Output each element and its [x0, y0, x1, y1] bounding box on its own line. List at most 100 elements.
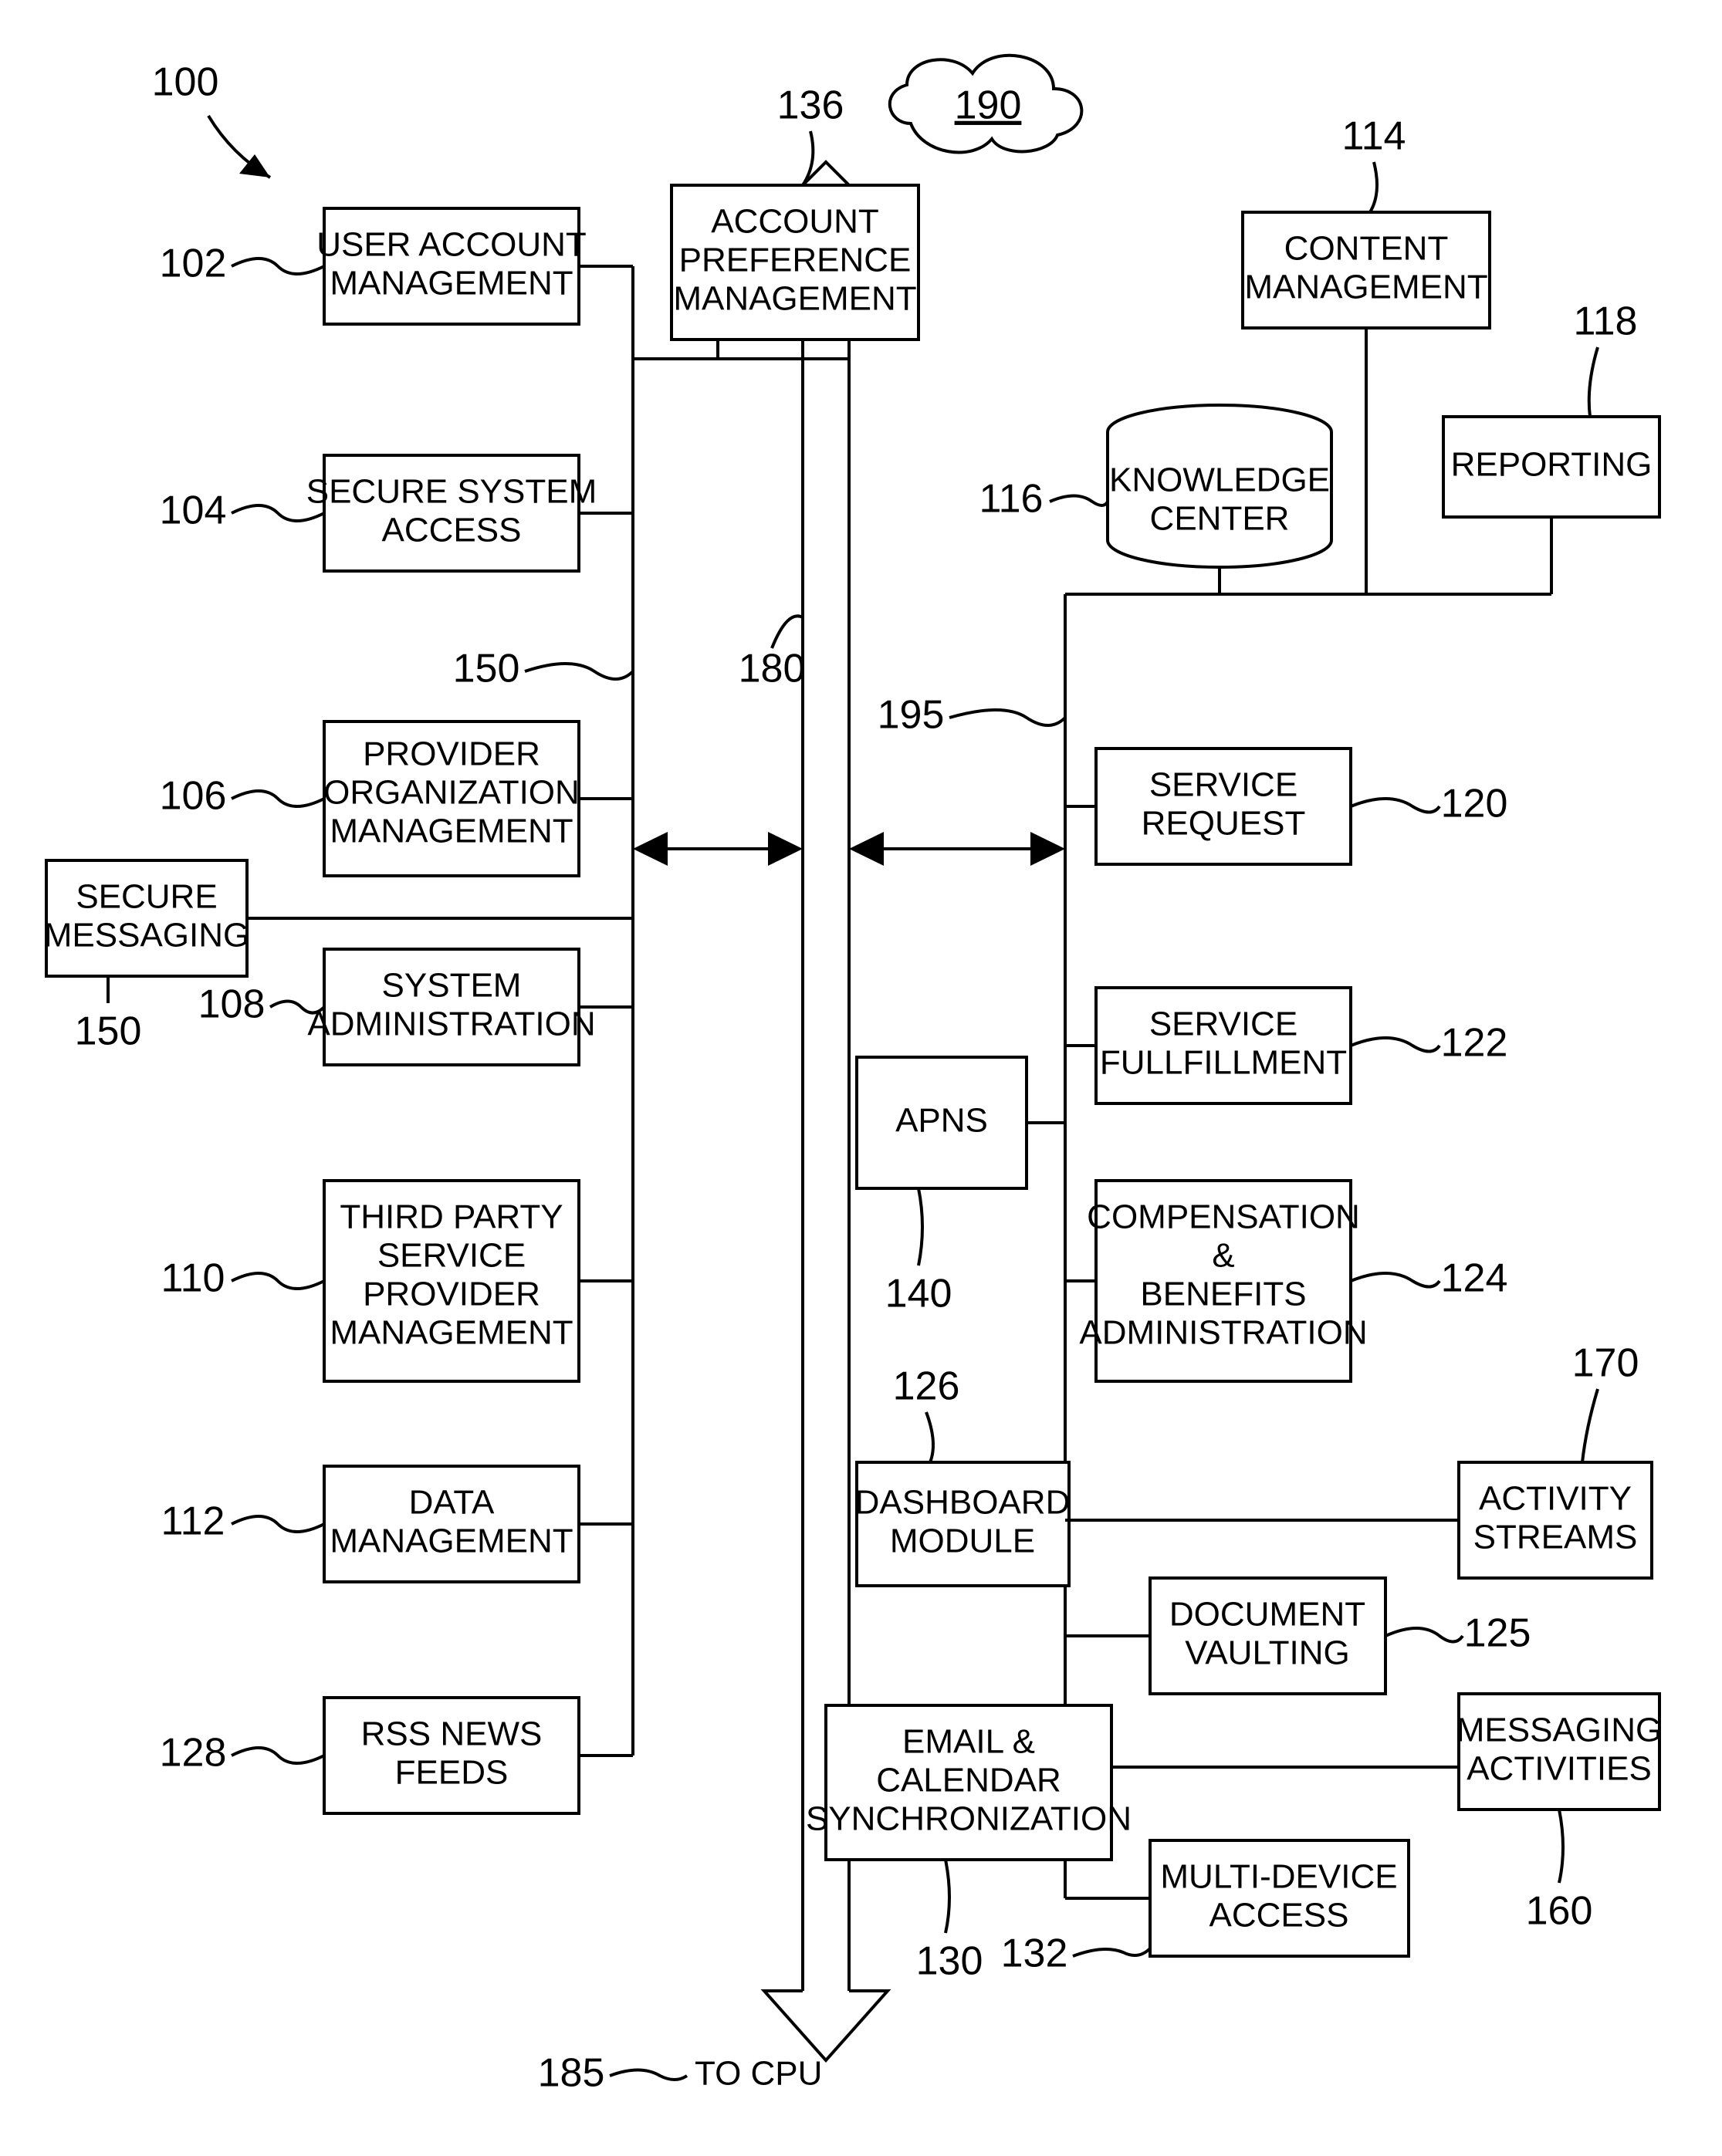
- ref-160: 160: [1526, 1889, 1593, 1934]
- svg-text:SECURE: SECURE: [76, 878, 217, 916]
- svg-text:CALENDAR: CALENDAR: [876, 1762, 1061, 1799]
- ref-130: 130: [916, 1939, 983, 1984]
- ref-136: 136: [777, 83, 844, 128]
- box-dashboard-module: DASHBOARD MODULE: [855, 1462, 1071, 1586]
- svg-text:&: &: [1212, 1237, 1234, 1275]
- ref-122: 122: [1441, 1021, 1508, 1066]
- box-reporting: REPORTING: [1443, 417, 1659, 517]
- svg-text:SERVICE: SERVICE: [377, 1237, 526, 1275]
- svg-text:MODULE: MODULE: [890, 1522, 1035, 1560]
- system-architecture-diagram: 190 USER ACCOUNT MANAGEMENT SECURE SYSTE…: [0, 0, 1722, 2156]
- svg-text:CENTER: CENTER: [1150, 500, 1290, 538]
- svg-text:MULTI-DEVICE: MULTI-DEVICE: [1160, 1858, 1397, 1896]
- svg-text:SYNCHRONIZATION: SYNCHRONIZATION: [806, 1800, 1132, 1838]
- svg-text:VAULTING: VAULTING: [1185, 1634, 1350, 1672]
- svg-text:ADMINISTRATION: ADMINISTRATION: [1079, 1314, 1367, 1352]
- svg-text:ACTIVITIES: ACTIVITIES: [1467, 1750, 1652, 1788]
- svg-text:MANAGEMENT: MANAGEMENT: [330, 265, 573, 302]
- ref-140: 140: [885, 1272, 952, 1316]
- svg-text:PROVIDER: PROVIDER: [363, 1276, 540, 1313]
- ref-170: 170: [1572, 1341, 1639, 1386]
- box-activity-streams: ACTIVITY STREAMS: [1459, 1462, 1652, 1578]
- svg-text:SECURE SYSTEM: SECURE SYSTEM: [306, 473, 597, 511]
- svg-text:EMAIL &: EMAIL &: [902, 1723, 1035, 1761]
- box-provider-organization-management: PROVIDER ORGANIZATION MANAGEMENT: [323, 721, 633, 876]
- box-data-management: DATA MANAGEMENT: [324, 1466, 633, 1582]
- ref-110: 110: [161, 1256, 225, 1301]
- ref-150a: 150: [453, 647, 520, 691]
- box-messaging-activities: MESSAGING ACTIVITIES: [1456, 1694, 1663, 1810]
- box-apns: APNS: [857, 1057, 1065, 1188]
- right-bus-connector-arrow: [849, 832, 1065, 866]
- svg-text:CONTENT: CONTENT: [1284, 230, 1449, 268]
- svg-text:DOCUMENT: DOCUMENT: [1169, 1596, 1365, 1634]
- ref-104: 104: [160, 488, 227, 533]
- ref-125: 125: [1464, 1611, 1531, 1656]
- svg-text:STREAMS: STREAMS: [1473, 1519, 1638, 1556]
- box-document-vaulting: DOCUMENT VAULTING: [1065, 1578, 1385, 1694]
- ref-100: 100: [152, 60, 219, 105]
- svg-text:ACCOUNT: ACCOUNT: [711, 203, 879, 241]
- svg-text:MANAGEMENT: MANAGEMENT: [1244, 269, 1487, 306]
- svg-text:SYSTEM: SYSTEM: [382, 967, 522, 1005]
- ref-114: 114: [1342, 114, 1406, 159]
- box-account-preference-management: ACCOUNT PREFERENCE MANAGEMENT: [672, 185, 919, 359]
- svg-text:REQUEST: REQUEST: [1142, 805, 1306, 843]
- svg-text:ACTIVITY: ACTIVITY: [1479, 1480, 1632, 1518]
- ref-108: 108: [198, 982, 266, 1027]
- ref-190: 190: [955, 83, 1022, 128]
- svg-text:RSS NEWS: RSS NEWS: [361, 1715, 543, 1753]
- left-bus-connector-arrow: [633, 832, 803, 866]
- svg-text:SERVICE: SERVICE: [1149, 766, 1297, 804]
- ref-132: 132: [1001, 1931, 1068, 1976]
- box-content-management: CONTENT MANAGEMENT: [1243, 212, 1490, 328]
- svg-text:MESSAGING: MESSAGING: [1456, 1712, 1663, 1749]
- svg-text:MANAGEMENT: MANAGEMENT: [330, 813, 573, 850]
- box-service-fulfillment: SERVICE FULLFILLMENT: [1065, 988, 1351, 1103]
- svg-text:PREFERENCE: PREFERENCE: [679, 242, 912, 279]
- svg-text:APNS: APNS: [895, 1102, 988, 1140]
- box-email-calendar-synchronization: EMAIL & CALENDAR SYNCHRONIZATION: [806, 1705, 1132, 1860]
- ref-195: 195: [878, 693, 945, 738]
- svg-text:FULLFILLMENT: FULLFILLMENT: [1100, 1044, 1347, 1082]
- svg-text:DATA: DATA: [409, 1484, 495, 1522]
- svg-text:MANAGEMENT: MANAGEMENT: [673, 280, 916, 318]
- svg-text:DASHBOARD: DASHBOARD: [855, 1484, 1071, 1522]
- ref-185: 185: [538, 2051, 605, 2096]
- box-compensation-benefits-administration: COMPENSATION & BENEFITS ADMINISTRATION: [1065, 1181, 1368, 1381]
- svg-text:ACCESS: ACCESS: [382, 512, 522, 549]
- svg-text:FEEDS: FEEDS: [395, 1754, 509, 1792]
- ref-120: 120: [1441, 782, 1508, 826]
- box-system-administration: SYSTEM ADMINISTRATION: [307, 949, 633, 1065]
- svg-text:MANAGEMENT: MANAGEMENT: [330, 1314, 573, 1352]
- ref-124: 124: [1441, 1256, 1508, 1301]
- cylinder-knowledge-center: KNOWLEDGE CENTER: [1108, 405, 1331, 567]
- svg-text:THIRD PARTY: THIRD PARTY: [340, 1198, 563, 1236]
- svg-text:ORGANIZATION: ORGANIZATION: [323, 774, 580, 812]
- ref-150b: 150: [75, 1009, 142, 1054]
- svg-text:PROVIDER: PROVIDER: [363, 735, 540, 773]
- ref-126: 126: [893, 1364, 960, 1409]
- svg-text:ACCESS: ACCESS: [1209, 1897, 1349, 1935]
- box-secure-system-access: SECURE SYSTEM ACCESS: [306, 455, 633, 571]
- svg-text:BENEFITS: BENEFITS: [1140, 1276, 1306, 1313]
- box-rss-news-feeds: RSS NEWS FEEDS: [324, 1698, 633, 1813]
- label-to-cpu: TO CPU: [695, 2055, 822, 2093]
- ref-180: 180: [739, 647, 806, 691]
- svg-text:USER ACCOUNT: USER ACCOUNT: [316, 226, 587, 264]
- box-user-account-management: USER ACCOUNT MANAGEMENT: [316, 208, 633, 324]
- box-service-request: SERVICE REQUEST: [1065, 749, 1351, 864]
- svg-text:REPORTING: REPORTING: [1451, 446, 1653, 484]
- ref-102: 102: [160, 242, 227, 286]
- main-bus-bottom-arrowhead: [764, 1991, 888, 2060]
- svg-text:ADMINISTRATION: ADMINISTRATION: [307, 1005, 595, 1043]
- svg-text:MANAGEMENT: MANAGEMENT: [330, 1522, 573, 1560]
- svg-text:SERVICE: SERVICE: [1149, 1005, 1297, 1043]
- ref-116: 116: [979, 477, 1044, 522]
- svg-text:MESSAGING: MESSAGING: [44, 917, 250, 955]
- svg-text:COMPENSATION: COMPENSATION: [1087, 1198, 1360, 1236]
- cloud-internet: 190: [890, 56, 1082, 153]
- svg-text:KNOWLEDGE: KNOWLEDGE: [1109, 461, 1330, 499]
- ref-118: 118: [1574, 299, 1638, 344]
- box-multi-device-access: MULTI-DEVICE ACCESS: [1065, 1840, 1409, 1956]
